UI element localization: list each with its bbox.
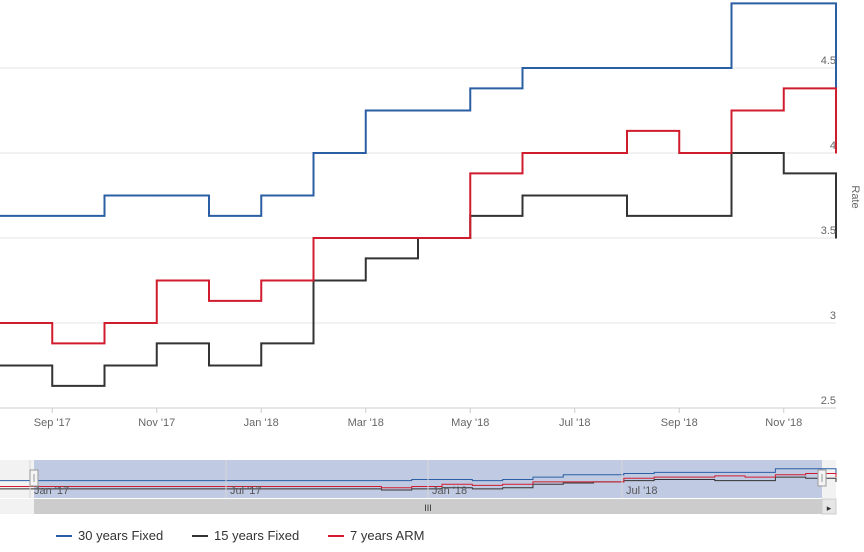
data-point	[730, 2, 733, 5]
series-line-15-years-fixed[interactable]	[0, 152, 837, 387]
scrollbar-thumb[interactable]	[34, 499, 822, 514]
x-tick-label: Nov '17	[138, 417, 175, 429]
navigator-label: Jan '18	[432, 485, 467, 497]
x-tick-label: Sep '18	[661, 417, 698, 429]
data-point	[208, 300, 210, 302]
navigator-series-line	[0, 468, 837, 482]
data-point	[364, 109, 367, 112]
data-point	[0, 215, 1, 217]
y-tick-label: 2.5	[821, 395, 836, 407]
y-tick-label: 3.5	[821, 225, 836, 237]
y-axis-ticks: 2.5 3 3.5 4 4.5	[821, 55, 836, 407]
data-point	[417, 237, 419, 239]
data-point	[51, 385, 54, 387]
data-point	[521, 194, 524, 197]
data-point	[208, 215, 210, 217]
series-line-30-years-fixed[interactable]	[0, 2, 837, 217]
legend-swatch-icon	[56, 534, 72, 537]
data-point	[782, 87, 785, 90]
data-point	[573, 67, 576, 69]
data-point	[260, 342, 263, 345]
scrollbar-right-arrow-icon: ▸	[827, 504, 832, 514]
data-point	[364, 237, 367, 239]
y-tick-label: 4	[830, 140, 836, 152]
data-point	[678, 67, 681, 69]
navigator-label: Jan '17	[34, 485, 69, 497]
data-point	[678, 215, 681, 217]
x-tick-label: Mar '18	[348, 417, 384, 429]
legend-label: 7 years ARM	[350, 528, 425, 543]
legend: 30 years Fixed 15 years Fixed 7 years AR…	[0, 528, 864, 548]
data-point	[364, 257, 367, 260]
data-point	[155, 342, 158, 345]
navigator[interactable]: Jan '17 Jul '17 Jan '18 Jul '18	[0, 460, 837, 498]
legend-label: 15 years Fixed	[214, 528, 300, 543]
y-tick-label: 4.5	[821, 55, 836, 67]
data-point	[103, 194, 106, 197]
data-point	[103, 322, 106, 324]
data-point	[260, 194, 263, 197]
x-tick-label: May '18	[451, 417, 489, 429]
legend-swatch-icon	[192, 534, 208, 537]
data-point	[573, 152, 576, 154]
data-point	[626, 130, 628, 132]
data-point	[0, 322, 1, 324]
navigator-series-line	[0, 473, 837, 489]
data-point	[782, 172, 785, 175]
scrollbar-right-button[interactable]	[821, 498, 837, 515]
x-tick-label: Nov '18	[765, 417, 802, 429]
data-point	[51, 342, 54, 345]
data-point	[626, 67, 628, 69]
data-point	[469, 87, 472, 90]
data-point	[469, 172, 472, 175]
legend-swatch-icon	[328, 534, 344, 537]
data-point	[678, 152, 681, 154]
data-point	[312, 237, 315, 239]
data-point	[312, 152, 315, 154]
data-point	[417, 109, 419, 112]
x-axis-ticks: Sep '17 Nov '17 Jan '18 Mar '18 May '18 Jul '…	[0, 407, 836, 429]
navigator-series	[0, 468, 837, 491]
data-point	[208, 364, 210, 367]
series-lines	[0, 2, 837, 387]
scrollbar-grip: III	[424, 503, 432, 513]
data-point	[0, 364, 1, 367]
legend-item-30-years-fixed[interactable]: 30 years Fixed	[56, 528, 163, 543]
navigator-series-line	[0, 476, 837, 491]
scrollbar[interactable]: III ▸	[0, 498, 837, 515]
navigator-label: Jul '18	[626, 485, 657, 497]
legend-label: 30 years Fixed	[78, 528, 164, 543]
y-axis-title: Rate	[849, 185, 861, 208]
data-point	[782, 2, 785, 5]
data-point	[626, 215, 628, 217]
x-tick-label: Jul '18	[559, 417, 590, 429]
legend-item-15-years-fixed[interactable]: 15 years Fixed	[192, 528, 299, 543]
data-point	[573, 194, 576, 197]
data-point	[730, 109, 733, 112]
x-tick-label: Jan '18	[244, 417, 279, 429]
data-point	[51, 215, 54, 217]
legend-item-7-years-arm[interactable]: 7 years ARM	[328, 528, 424, 543]
data-point	[835, 237, 837, 239]
data-point	[155, 279, 158, 282]
x-tick-label: Sep '17	[34, 417, 71, 429]
data-point	[155, 194, 158, 197]
data-point	[835, 152, 837, 154]
data-point	[521, 67, 524, 69]
y-tick-label: 3	[830, 310, 836, 322]
data-point	[260, 279, 263, 282]
data-point	[521, 152, 524, 154]
series-line-7-years-arm[interactable]	[0, 87, 837, 345]
navigator-label: Jul '17	[230, 485, 261, 497]
data-point	[103, 364, 106, 367]
